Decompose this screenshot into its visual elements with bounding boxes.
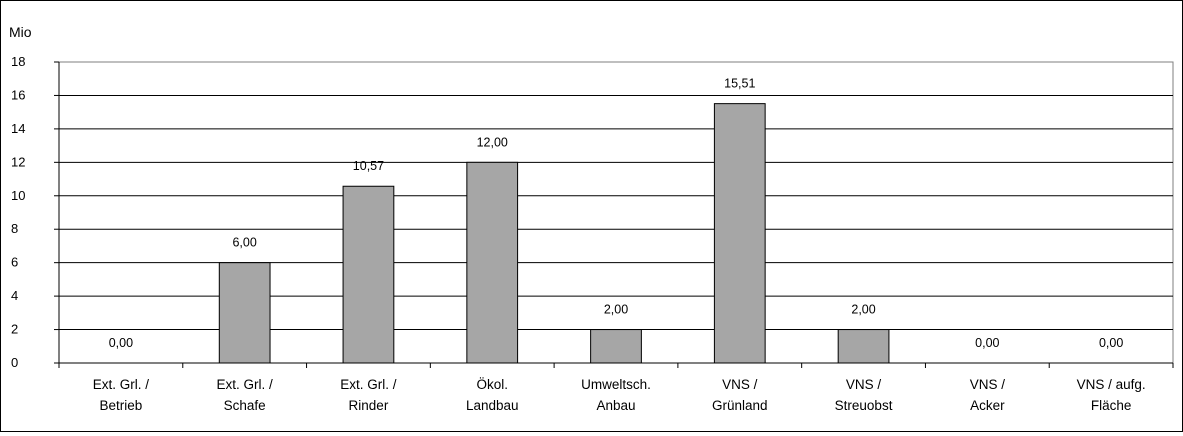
x-tick-label: Landbau: [466, 398, 519, 413]
y-tick-label: 12: [11, 154, 25, 169]
y-tick-label: 18: [11, 54, 25, 69]
x-tick-label: VNS / aufg.: [1077, 377, 1146, 392]
bar: [342, 185, 395, 364]
x-tick-label: Umweltsch.: [581, 377, 651, 392]
x-tick-label: Ökol.: [476, 377, 508, 392]
x-tick-label: Anbau: [596, 398, 635, 413]
y-axis-label: Mio: [9, 24, 32, 40]
bar: [837, 329, 890, 364]
x-tick-label: Acker: [970, 398, 1005, 413]
y-tick-label: 2: [11, 322, 18, 337]
data-label: 6,00: [232, 236, 256, 250]
x-tick-label: VNS /: [846, 377, 882, 392]
bar: [218, 262, 271, 364]
x-tick-label: VNS /: [970, 377, 1006, 392]
x-tick-label: Fläche: [1091, 398, 1132, 413]
y-tick-label: 6: [11, 255, 18, 270]
data-label: 0,00: [975, 336, 999, 350]
x-tick-label: VNS /: [722, 377, 758, 392]
x-tick-label: Schafe: [224, 398, 266, 413]
data-label: 15,51: [724, 77, 755, 91]
y-tick-label: 16: [11, 87, 25, 102]
data-label: 12,00: [477, 135, 508, 149]
x-tick-label: Ext. Grl. /: [93, 377, 150, 392]
y-tick-label: 0: [11, 355, 18, 370]
y-tick-label: 4: [11, 288, 18, 303]
data-label: 0,00: [109, 336, 133, 350]
x-tick-label: Grünland: [712, 398, 768, 413]
y-tick-label: 10: [11, 188, 25, 203]
bar: [466, 161, 519, 364]
data-label: 0,00: [1099, 336, 1123, 350]
x-tick-label: Ext. Grl. /: [340, 377, 397, 392]
y-tick-label: 14: [11, 121, 25, 136]
data-label: 10,57: [353, 159, 384, 173]
x-tick-label: Rinder: [349, 398, 389, 413]
bar: [590, 329, 642, 364]
y-tick-label: 8: [11, 221, 18, 236]
data-label: 2,00: [851, 303, 875, 317]
x-tick-label: Betrieb: [99, 398, 142, 413]
x-tick-label: Ext. Grl. /: [217, 377, 274, 392]
bar: [713, 103, 766, 364]
x-tick-label: Streuobst: [835, 398, 893, 413]
data-label: 2,00: [604, 303, 628, 317]
